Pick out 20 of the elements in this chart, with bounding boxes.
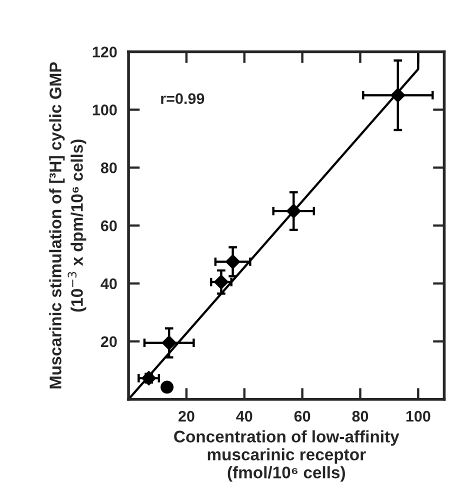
y-tick-label: 60 xyxy=(100,220,117,232)
y-tick-label: 100 xyxy=(92,104,117,116)
x-tick-label: 80 xyxy=(352,410,368,422)
y-axis-title: Muscarinic stimulation of [³H] cyclic GMP (10$^{−3}$ x dpm/10⁶ cells) xyxy=(49,62,86,388)
x-tick-label: 20 xyxy=(178,410,194,422)
y-tick-label: 40 xyxy=(100,278,117,290)
point xyxy=(286,204,301,218)
x-tick-label: 40 xyxy=(236,410,252,422)
point xyxy=(226,254,240,270)
point xyxy=(160,380,174,394)
y-tick-label: 80 xyxy=(100,162,117,174)
y-tick-label: 20 xyxy=(100,336,117,348)
point xyxy=(214,274,228,290)
x-axis-title: Concentration of low-affinity muscarinic receptor (fmol/10⁶ cells) xyxy=(174,430,400,482)
x-tick-label: 100 xyxy=(406,410,430,422)
y-tick-label: 120 xyxy=(92,46,117,58)
point xyxy=(162,336,176,350)
x-tick-label: 60 xyxy=(294,410,310,422)
annotation: r=0.99 xyxy=(161,93,204,104)
point xyxy=(390,88,406,102)
